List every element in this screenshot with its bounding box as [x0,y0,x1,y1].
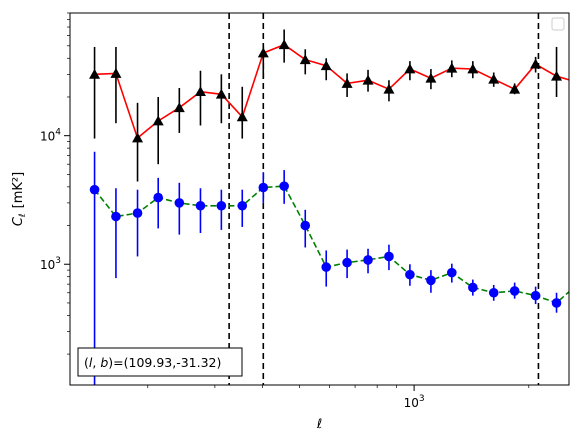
data-point [362,74,374,85]
data-point [321,262,332,272]
data-point [278,39,290,50]
data-point [258,182,269,193]
data-point [215,88,227,99]
data-point [342,257,352,268]
data-point [132,208,143,218]
data-point [530,290,541,301]
series-layer [89,29,580,385]
data-point [383,83,395,94]
annotation-box: (l, b)=(109.93,-31.32) [77,347,243,377]
data-point [405,269,415,280]
data-point [195,200,206,211]
data-point [384,251,394,262]
y-axis-label: Cℓ[mK²] [11,172,28,226]
plot-frame [69,12,570,386]
legend-box [551,17,565,31]
data-point [509,286,520,296]
data-point [572,77,580,87]
data-point [551,298,562,308]
data-point [152,115,164,126]
data-point [446,62,458,73]
tick-labels: 103 103 104 [40,128,425,410]
data-point [363,255,373,265]
data-point [320,60,332,71]
data-point [153,192,163,203]
series-line [93,185,569,304]
data-point [89,68,101,79]
data-point [551,70,563,81]
y-tick-label: 103 [40,256,61,272]
axis-ticks [64,12,530,391]
data-point [488,287,499,298]
data-point [132,132,144,143]
data-point [299,54,311,65]
data-point [216,200,227,211]
data-point [173,102,185,113]
data-point [447,267,457,278]
data-point [530,58,542,69]
y-tick-label: 104 [40,128,61,144]
data-point [89,184,100,195]
data-point [467,63,479,74]
data-point [110,67,122,78]
vertical-reference-lines [228,13,540,385]
data-point [488,73,500,84]
data-point [468,282,478,293]
data-point [341,77,353,88]
data-point [174,198,185,208]
data-point [404,63,416,74]
data-point [426,275,436,286]
data-point [573,279,580,289]
x-tick-label: 103 [404,394,425,410]
data-point [194,86,206,97]
data-point [237,200,248,211]
data-point [236,111,248,122]
series-line [94,43,569,140]
x-axis-label: ℓ [316,417,322,432]
data-point [425,72,437,83]
data-point [509,83,521,94]
data-point [111,211,121,222]
data-point [279,181,289,191]
annotation-text: (l, b)=(109.93,-31.32) [84,355,221,370]
data-point [300,220,311,231]
series-0 [89,29,580,182]
data-point [257,47,269,58]
